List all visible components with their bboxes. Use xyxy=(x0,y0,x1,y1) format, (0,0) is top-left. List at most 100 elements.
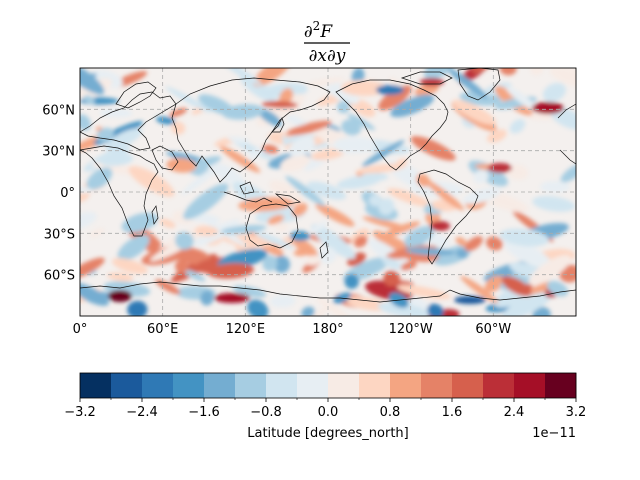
coast-newzealand xyxy=(319,241,329,259)
field-blob xyxy=(528,254,571,286)
lat-tick-label: 60°S xyxy=(44,269,75,284)
field-blob xyxy=(292,203,308,217)
field-blob xyxy=(499,68,517,76)
colorbar-cell xyxy=(80,373,112,398)
colorbar-cell xyxy=(390,373,422,398)
field-blob xyxy=(464,236,483,252)
field-blob xyxy=(89,228,105,238)
coast-japan xyxy=(271,117,285,133)
field-blob xyxy=(509,119,526,134)
field-blob xyxy=(83,95,95,105)
field-extremum xyxy=(420,78,444,86)
lat-tick-label: 30°N xyxy=(42,145,75,160)
title-exponent: 2 xyxy=(313,19,321,33)
title-denominator: ∂x∂y xyxy=(309,46,346,66)
field-blob xyxy=(107,272,134,282)
field-blob xyxy=(262,255,278,272)
field-blob xyxy=(80,212,97,230)
coast-western-europe xyxy=(557,103,576,119)
field-blob xyxy=(360,172,389,181)
field-blob xyxy=(532,196,576,212)
field-blob xyxy=(232,285,267,298)
field-blob xyxy=(542,82,566,102)
field-blob xyxy=(337,100,350,114)
field-blob xyxy=(387,188,431,207)
field-blob xyxy=(355,163,407,174)
field-blob xyxy=(486,236,503,251)
field-blob xyxy=(326,81,360,105)
coast-madagascar xyxy=(151,205,159,225)
coast-asia xyxy=(171,77,331,183)
title-numerator-var: F xyxy=(319,22,333,42)
field-blob xyxy=(311,224,356,260)
field-blob xyxy=(262,144,279,154)
field-blob xyxy=(183,269,206,282)
field-blob xyxy=(308,221,327,235)
field-blob xyxy=(227,136,251,144)
field-blob xyxy=(80,73,97,84)
field-blob xyxy=(269,180,300,202)
colorbar-cell xyxy=(328,373,360,398)
field-blob xyxy=(354,235,368,248)
field-extremum xyxy=(454,296,486,304)
field-blob xyxy=(99,108,133,118)
lon-tick-label: 120°W xyxy=(389,322,433,337)
field-blob xyxy=(560,163,576,183)
field-blob xyxy=(222,104,265,120)
lat-tick-label: 30°S xyxy=(44,227,75,242)
map-frame xyxy=(79,67,577,317)
colorbar-cell xyxy=(297,373,329,398)
field-blob xyxy=(220,224,267,235)
lon-tick-label: 180° xyxy=(312,322,343,337)
lon-tick-label: 120°E xyxy=(226,322,266,337)
field-blob xyxy=(181,163,222,196)
field-blob xyxy=(285,175,326,207)
colorbar-cell xyxy=(111,373,143,398)
coast-arabia xyxy=(151,145,179,171)
colorbar-tick-label: 0.0 xyxy=(318,405,339,420)
field-blob xyxy=(257,108,282,127)
field-blob xyxy=(540,180,571,193)
field-blob xyxy=(463,187,502,205)
field-blob xyxy=(80,114,91,131)
field-blob xyxy=(361,140,405,167)
colorbar-cell xyxy=(483,373,515,398)
field-blob xyxy=(332,136,376,154)
field-blob xyxy=(301,306,315,316)
colorbar-tick-label: 0.8 xyxy=(380,405,401,420)
field-blob xyxy=(427,303,444,316)
colorbar-cell xyxy=(266,373,298,398)
field-blob xyxy=(390,94,435,118)
colorbar-scale-label: 1e−11 xyxy=(532,426,576,441)
field-blob xyxy=(219,145,261,173)
field-blob xyxy=(341,119,362,136)
field-extremum xyxy=(430,221,450,231)
colorbar-tick-label: −2.4 xyxy=(126,405,158,420)
field-blob xyxy=(169,107,188,118)
map-panel xyxy=(79,67,577,317)
field-blob xyxy=(175,231,194,250)
coast-north-america xyxy=(335,79,449,171)
field-extremum xyxy=(108,290,132,302)
field-extremum xyxy=(214,293,250,303)
map-axis-labels: 0° 60°E 120°E 180° 120°W 60°W 60°N 30°N 0° 30°S 60… xyxy=(42,103,511,337)
field-blob xyxy=(316,297,350,316)
field-blob xyxy=(155,279,181,295)
field-blob xyxy=(549,68,576,89)
field-blob xyxy=(306,77,345,86)
field-blob xyxy=(117,234,150,261)
field-blob xyxy=(505,86,541,114)
lon-tick-label: 0° xyxy=(73,322,88,337)
field-blob xyxy=(532,306,551,316)
field-blob xyxy=(156,116,176,125)
field-blob xyxy=(484,275,504,292)
field-blob xyxy=(99,153,134,167)
lon-tick-label: 60°E xyxy=(147,322,178,337)
field-blob xyxy=(291,235,319,258)
svg-text:∂2F: ∂2F xyxy=(304,19,333,42)
colorbar: −3.2 −2.4 −1.6 −0.8 0.0 0.8 1.6 2.4 3.2 Latitude… xyxy=(64,372,586,441)
coast-canadian-islands xyxy=(400,71,453,85)
lat-tick-label: 60°N xyxy=(42,103,75,118)
field-extremum xyxy=(532,102,564,114)
field-blob xyxy=(279,88,293,106)
